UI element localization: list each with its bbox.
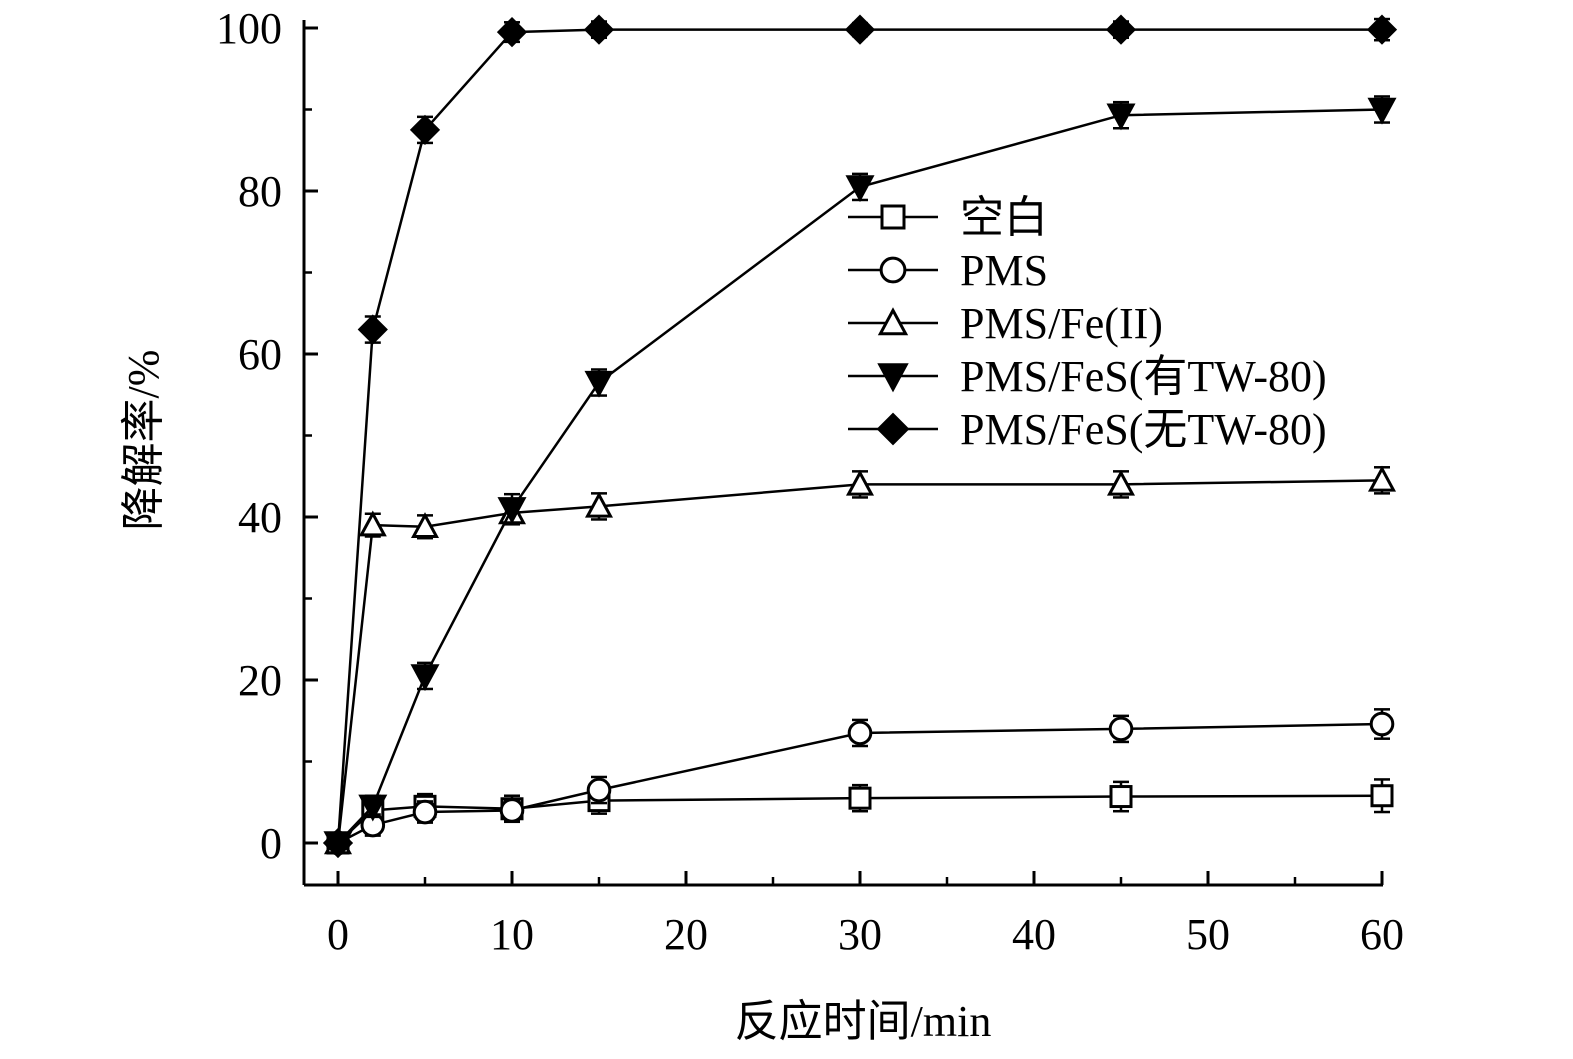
x-tick-label: 20 xyxy=(664,910,708,959)
x-tick-label: 40 xyxy=(1012,910,1056,959)
series-1 xyxy=(326,778,1394,855)
data-point xyxy=(848,786,872,810)
y-tick-label: 0 xyxy=(260,819,282,868)
y-ticks: 0 20 40 60 80 100 xyxy=(216,4,318,868)
data-point xyxy=(1109,785,1133,809)
series-line xyxy=(337,108,1383,844)
x-tick-label: 30 xyxy=(838,910,882,959)
series-layer xyxy=(322,14,1398,859)
data-point xyxy=(410,664,440,692)
data-point xyxy=(583,14,615,45)
data-point xyxy=(497,497,527,525)
legend-marker xyxy=(880,204,906,230)
data-point xyxy=(1366,14,1398,45)
legend-marker xyxy=(877,307,909,336)
data-point xyxy=(1367,97,1397,125)
legend-label: PMS/FeS(有TW-80) xyxy=(960,352,1327,401)
legend-label: PMS/FeS(无TW-80) xyxy=(960,405,1327,454)
data-point xyxy=(496,16,528,48)
data-point xyxy=(1106,103,1136,131)
plot-area: 0 20 40 60 80 100 0 10 20 30 40 50 60 xyxy=(216,4,1404,959)
data-point xyxy=(845,175,875,203)
y-tick-label: 20 xyxy=(238,656,282,705)
data-point xyxy=(1106,469,1136,496)
data-point xyxy=(358,794,388,822)
series-line xyxy=(336,479,1383,844)
y-axis-title: 降解率/% xyxy=(119,350,168,531)
data-point xyxy=(322,827,354,859)
legend: 空白PMSPMS/Fe(II)PMS/FeS(有TW-80)PMS/FeS(无T… xyxy=(848,193,1327,454)
legend-marker xyxy=(877,363,909,393)
x-tick-label: 60 xyxy=(1360,910,1404,959)
data-point xyxy=(847,720,873,746)
data-point xyxy=(358,510,387,537)
data-point xyxy=(1367,465,1397,492)
legend-item: PMS/FeS(有TW-80) xyxy=(848,352,1327,401)
data-point xyxy=(844,14,876,45)
data-point xyxy=(1108,716,1134,742)
data-point xyxy=(1105,14,1137,45)
x-ticks: 0 10 20 30 40 50 60 xyxy=(327,871,1404,959)
x-axis-title: 反应时间/min xyxy=(735,997,992,1046)
data-point xyxy=(412,799,438,825)
x-tick-label: 50 xyxy=(1186,910,1230,959)
legend-item: PMS/FeS(无TW-80) xyxy=(848,405,1327,454)
data-point xyxy=(499,798,525,823)
data-point xyxy=(1369,711,1395,737)
legend-marker xyxy=(879,256,907,284)
legend-label: PMS xyxy=(960,246,1048,295)
y-tick-label: 80 xyxy=(238,167,282,216)
y-tick-label: 40 xyxy=(238,493,282,542)
legend-label: 空白 xyxy=(960,193,1048,242)
legend-item: PMS/Fe(II) xyxy=(848,299,1163,348)
legend-item: 空白 xyxy=(848,193,1048,242)
data-point xyxy=(586,777,612,803)
x-tick-label: 10 xyxy=(490,910,534,959)
y-tick-label: 60 xyxy=(238,330,282,379)
series-2 xyxy=(325,708,1395,856)
legend-marker xyxy=(876,412,910,446)
data-point xyxy=(1370,784,1394,808)
legend-label: PMS/Fe(II) xyxy=(960,299,1163,348)
data-point xyxy=(357,314,388,345)
series-4 xyxy=(323,95,1397,859)
data-point xyxy=(584,491,614,518)
data-point xyxy=(584,370,614,398)
data-point xyxy=(410,512,440,539)
series-line xyxy=(336,28,1382,844)
x-tick-label: 0 xyxy=(327,910,349,959)
legend-item: PMS xyxy=(848,246,1048,295)
data-point xyxy=(845,469,875,496)
series-5 xyxy=(322,14,1398,859)
data-point xyxy=(409,114,441,145)
y-tick-label: 100 xyxy=(216,4,282,53)
